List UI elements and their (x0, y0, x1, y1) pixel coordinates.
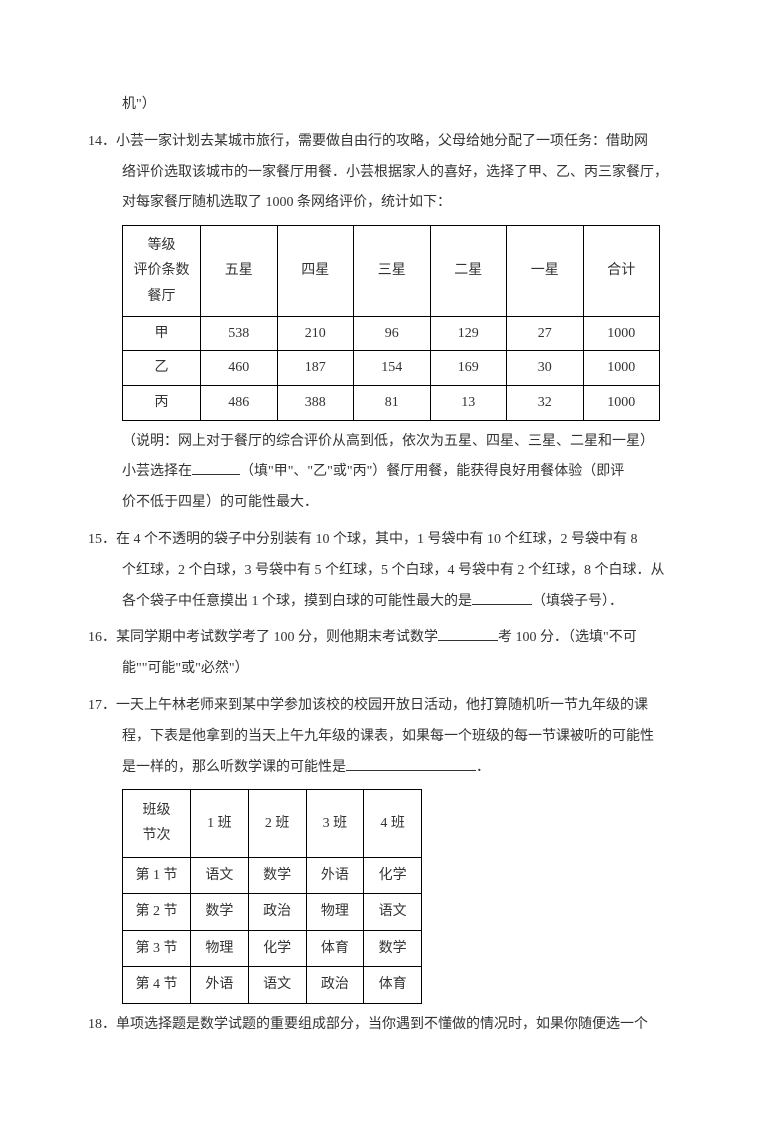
table-row: 第 2 节数学政治物理语文 (123, 894, 422, 931)
blank-input[interactable] (438, 627, 498, 641)
q14-num: 14． (88, 134, 116, 149)
q14-th-3: 三星 (354, 226, 431, 317)
blank-input[interactable] (192, 461, 240, 475)
question-17: 17．一天上午林老师来到某中学参加该校的校园开放日活动，他打算随机听一节九年级的… (88, 691, 692, 1004)
q14-table: 等级 评价条数 餐厅 五星 四星 三星 二星 一星 合计 甲5382109612… (122, 225, 660, 420)
q13-tail: 机"） (88, 90, 692, 121)
table-row: 班级 节次 1 班 2 班 3 班 4 班 (123, 790, 422, 857)
table-row: 等级 评价条数 餐厅 五星 四星 三星 二星 一星 合计 (123, 226, 660, 317)
q17-th-4: 4 班 (364, 790, 422, 857)
q16-line2: 能""可能"或"必然"） (88, 654, 692, 685)
q16-num: 16． (88, 630, 116, 645)
q17-line3: 是一样的，那么听数学课的可能性是． (88, 753, 692, 784)
page-content: 机"） 14．小芸一家计划去某城市旅行，需要做自由行的攻略，父母给她分配了一项任… (0, 0, 780, 1141)
table-row: 第 3 节物理化学体育数学 (123, 930, 422, 967)
q15-line2: 个红球，2 个白球，3 号袋中有 5 个红球，5 个白球，4 号袋中有 2 个红… (88, 556, 692, 587)
q14-line3: 对每家餐厅随机选取了 1000 条网络评价，统计如下： (88, 188, 692, 219)
table-row: 第 4 节外语语文政治体育 (123, 967, 422, 1004)
question-18: 18．单项选择题是数学试题的重要组成部分，当你遇到不懂做的情况时，如果你随便选一… (88, 1010, 692, 1041)
q17-th-2: 2 班 (248, 790, 306, 857)
q14-tail2: 价不低于四星）的可能性最大． (88, 488, 692, 519)
blank-input[interactable] (472, 591, 532, 605)
q17-line2: 程，下表是他拿到的当天上午九年级的课表，如果每一个班级的每一节课被听的可能性 (88, 722, 692, 753)
q14-line1: 14．小芸一家计划去某城市旅行，需要做自由行的攻略，父母给她分配了一项任务：借助… (88, 127, 692, 158)
table-row: 第 1 节语文数学外语化学 (123, 857, 422, 894)
q14-tail1: 小芸选择在（填"甲"、"乙"或"丙"）餐厅用餐，能获得良好用餐体验（即评 (88, 457, 692, 488)
q14-th-6: 合计 (583, 226, 660, 317)
q17-th-0: 班级 节次 (123, 790, 191, 857)
table-row: 甲53821096129271000 (123, 316, 660, 351)
q17-line1: 17．一天上午林老师来到某中学参加该校的校园开放日活动，他打算随机听一节九年级的… (88, 691, 692, 722)
q14-line2: 络评价选取该城市的一家餐厅用餐．小芸根据家人的喜好，选择了甲、乙、丙三家餐厅， (88, 158, 692, 189)
q14-th-0: 等级 评价条数 餐厅 (123, 226, 201, 317)
q16-line1: 16．某同学期中考试数学考了 100 分，则他期末考试数学考 100 分．（选填… (88, 623, 692, 654)
q15-num: 15． (88, 532, 116, 547)
question-15: 15．在 4 个不透明的袋子中分别装有 10 个球，其中，1 号袋中有 10 个… (88, 525, 692, 617)
q17-table: 班级 节次 1 班 2 班 3 班 4 班 第 1 节语文数学外语化学 第 2 … (122, 789, 422, 1004)
table-row: 乙460187154169301000 (123, 351, 660, 386)
q14-th-1: 五星 (201, 226, 278, 317)
q18-num: 18． (88, 1017, 116, 1032)
q17-th-1: 1 班 (191, 790, 249, 857)
q14-th-2: 四星 (277, 226, 354, 317)
q15-line1: 15．在 4 个不透明的袋子中分别装有 10 个球，其中，1 号袋中有 10 个… (88, 525, 692, 556)
table-row: 丙4863888113321000 (123, 385, 660, 420)
q14-note: （说明：网上对于餐厅的综合评价从高到低，依次为五星、四星、三星、二星和一星） (88, 427, 692, 458)
question-16: 16．某同学期中考试数学考了 100 分，则他期末考试数学考 100 分．（选填… (88, 623, 692, 685)
q18-line1: 18．单项选择题是数学试题的重要组成部分，当你遇到不懂做的情况时，如果你随便选一… (88, 1010, 692, 1041)
question-14: 14．小芸一家计划去某城市旅行，需要做自由行的攻略，父母给她分配了一项任务：借助… (88, 127, 692, 519)
q14-th-5: 一星 (507, 226, 584, 317)
q17-num: 17． (88, 698, 116, 713)
blank-input[interactable] (346, 757, 476, 771)
q17-th-3: 3 班 (306, 790, 364, 857)
q14-th-4: 二星 (430, 226, 507, 317)
q15-line3: 各个袋子中任意摸出 1 个球，摸到白球的可能性最大的是（填袋子号）． (88, 587, 692, 618)
